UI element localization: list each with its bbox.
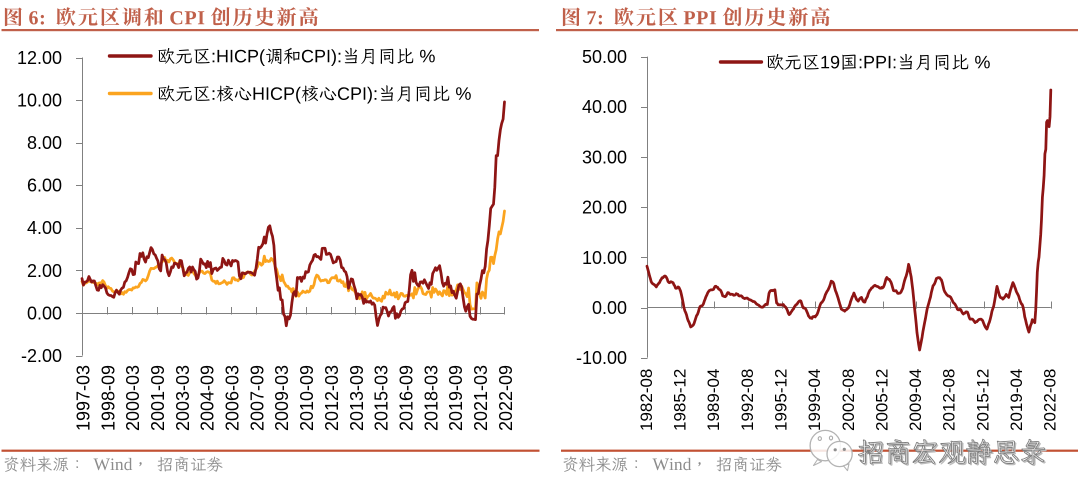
svg-text:2002-08: 2002-08 (839, 369, 858, 431)
svg-text:2015-03: 2015-03 (372, 365, 392, 431)
svg-text:2.00: 2.00 (27, 261, 62, 281)
svg-text:-10.00: -10.00 (576, 348, 627, 368)
svg-text:1982-08: 1982-08 (637, 369, 656, 431)
svg-text:1999-04: 1999-04 (805, 369, 824, 431)
svg-text:2021-03: 2021-03 (471, 365, 491, 431)
svg-text:40.00: 40.00 (582, 97, 627, 117)
svg-text:2012-08: 2012-08 (940, 369, 959, 431)
svg-text:2003-03: 2003-03 (173, 365, 193, 431)
svg-text:2019-04: 2019-04 (1007, 369, 1026, 431)
svg-text:1995-12: 1995-12 (772, 369, 791, 431)
svg-text:2007-09: 2007-09 (247, 365, 267, 431)
svg-text:2015-12: 2015-12 (973, 369, 992, 431)
svg-text:1992-08: 1992-08 (738, 369, 757, 431)
svg-text:1998-09: 1998-09 (98, 365, 118, 431)
svg-text:2000-03: 2000-03 (123, 365, 143, 431)
svg-text:2009-03: 2009-03 (272, 365, 292, 431)
svg-text:2022-09: 2022-09 (496, 365, 516, 431)
svg-text:1997-03: 1997-03 (73, 365, 93, 431)
svg-text:8.00: 8.00 (27, 133, 62, 153)
svg-text:0.00: 0.00 (592, 298, 627, 318)
svg-text:2005-12: 2005-12 (872, 369, 891, 431)
svg-text:6.00: 6.00 (27, 176, 62, 196)
svg-text:4.00: 4.00 (27, 218, 62, 238)
svg-text:20.00: 20.00 (582, 198, 627, 218)
svg-text:30.00: 30.00 (582, 147, 627, 167)
svg-text:2009-04: 2009-04 (906, 369, 925, 431)
svg-text:2019-09: 2019-09 (446, 365, 466, 431)
svg-text:10.00: 10.00 (582, 248, 627, 268)
svg-text:-2.00: -2.00 (21, 346, 62, 366)
svg-text:2013-09: 2013-09 (347, 365, 367, 431)
svg-text:2022-08: 2022-08 (1041, 369, 1060, 431)
svg-text:2001-09: 2001-09 (148, 365, 168, 431)
svg-text:1985-12: 1985-12 (671, 369, 690, 431)
svg-text:2010-09: 2010-09 (297, 365, 317, 431)
svg-text:2004-09: 2004-09 (198, 365, 218, 431)
svg-text:12.00: 12.00 (17, 48, 62, 68)
svg-text:2012-03: 2012-03 (322, 365, 342, 431)
svg-text:50.00: 50.00 (582, 47, 627, 67)
svg-text:10.00: 10.00 (17, 91, 62, 111)
svg-text:2018-03: 2018-03 (421, 365, 441, 431)
svg-text:2006-03: 2006-03 (223, 365, 243, 431)
svg-text:1989-04: 1989-04 (704, 369, 723, 431)
svg-text:2016-09: 2016-09 (397, 365, 417, 431)
svg-text:0.00: 0.00 (27, 303, 62, 323)
